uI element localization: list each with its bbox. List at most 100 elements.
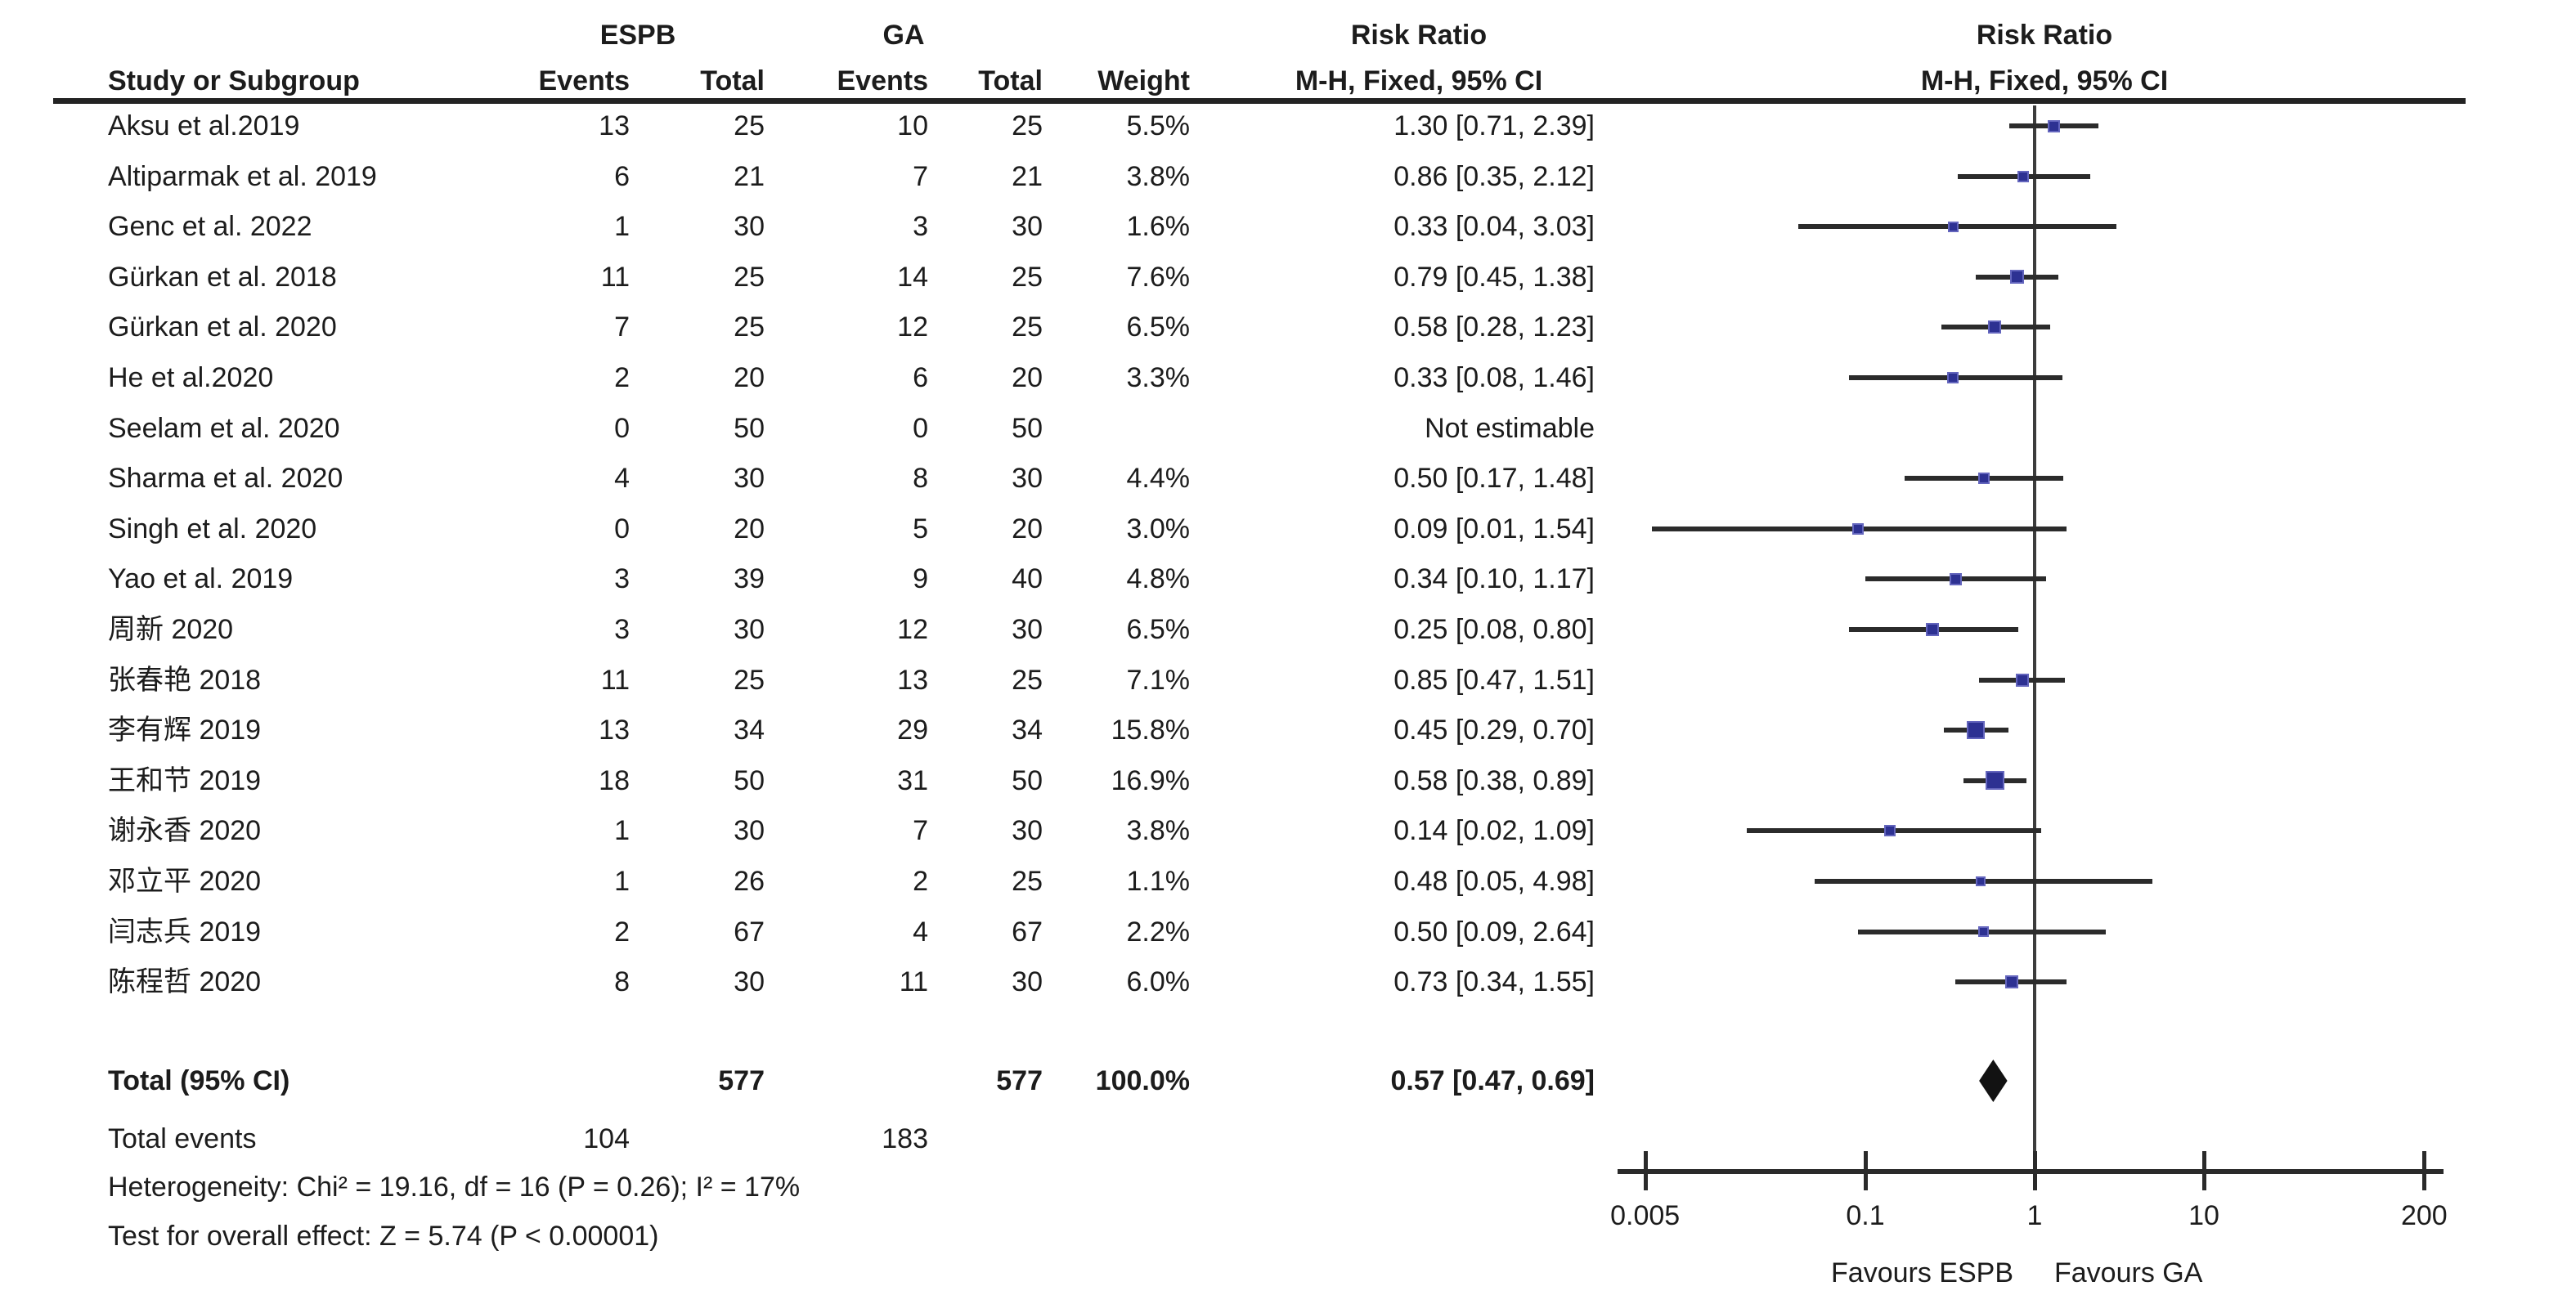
weight-column-header: Weight <box>1097 65 1190 96</box>
row-name: 周新 2020 <box>108 614 234 645</box>
total-events-ga: 183 <box>882 1123 928 1154</box>
effect-size-marker <box>2049 121 2059 131</box>
total-espb-n: 577 <box>718 1065 765 1096</box>
row-t1: 50 <box>734 764 765 796</box>
row-weight <box>1043 405 1190 452</box>
effect-size-marker <box>1949 222 1957 231</box>
axis-tick <box>2422 1151 2427 1190</box>
x-axis-line <box>1618 1169 2444 1174</box>
row-t2: 30 <box>1012 815 1043 847</box>
table-row: 周新 2020 3 30 12 30 6.5% 0.25 [0.08, 0.80] <box>0 606 2576 653</box>
row-weight: 3.3% <box>1126 362 1191 393</box>
row-rr-text: 0.09 [0.01, 1.54] <box>1393 513 1595 544</box>
table-row: Genc et al. 2022 1 30 3 30 1.6% 0.33 [0.04, 3.… <box>0 203 2576 250</box>
row-e1: 4 <box>614 463 630 495</box>
row-e1: 0 <box>614 513 630 544</box>
table-row: Gürkan et al. 2020 7 25 12 25 6.5% 0.58 [0.28,… <box>0 303 2576 351</box>
row-t1: 30 <box>734 211 765 243</box>
mh-plot-column-header: M-H, Fixed, 95% CI <box>1920 65 2169 96</box>
row-t2: 50 <box>1012 412 1043 444</box>
row-rr-text: 0.14 [0.02, 1.09] <box>1393 815 1595 847</box>
risk-ratio-text-header: Risk Ratio <box>1350 20 1488 51</box>
row-rr-text: 0.34 [0.10, 1.17] <box>1393 563 1595 595</box>
table-row: 闫志兵 2019 2 67 4 67 2.2% 0.50 [0.09, 2.64] <box>0 908 2576 956</box>
espb-total-column-header: Total <box>700 65 765 96</box>
mh-text-column-header: M-H, Fixed, 95% CI <box>1295 65 1543 96</box>
row-weight: 4.4% <box>1126 463 1191 495</box>
row-rr-text: 1.30 [0.71, 2.39] <box>1393 110 1595 141</box>
row-weight: 16.9% <box>1111 764 1190 796</box>
row-weight: 3.8% <box>1126 160 1191 192</box>
axis-tick-label: 0.1 <box>1846 1200 1885 1231</box>
table-row: Gürkan et al. 2018 11 25 14 25 7.6% 0.79 [0.45… <box>0 253 2576 301</box>
row-e1: 2 <box>614 362 630 393</box>
table-row: 王和节 2019 18 50 31 50 16.9% 0.58 [0.38, 0.89] <box>0 757 2576 804</box>
row-t1: 67 <box>734 916 765 948</box>
row-t2: 40 <box>1012 563 1043 595</box>
row-name: 陈程哲 2020 <box>108 966 262 998</box>
row-weight: 6.5% <box>1126 614 1191 645</box>
row-t1: 25 <box>734 261 765 293</box>
row-e1: 11 <box>600 664 630 696</box>
row-t1: 25 <box>734 311 765 343</box>
row-e1: 18 <box>599 764 630 796</box>
row-name: Sharma et al. 2020 <box>108 463 343 495</box>
row-t2: 34 <box>1012 715 1043 746</box>
row-e1: 0 <box>614 412 630 444</box>
row-weight: 7.1% <box>1126 664 1191 696</box>
effect-size-marker <box>2012 271 2023 283</box>
effect-size-marker <box>1950 574 1960 584</box>
table-row: Sharma et al. 2020 4 30 8 30 4.4% 0.50 [0.17, … <box>0 455 2576 502</box>
ga-events-column-header: Events <box>837 65 929 96</box>
row-rr-text: 0.33 [0.04, 3.03] <box>1393 211 1595 243</box>
table-row: Seelam et al. 2020 0 50 0 50 Not estimable <box>0 405 2576 452</box>
row-e2: 29 <box>897 715 928 746</box>
row-e2: 10 <box>897 110 928 141</box>
row-e1: 3 <box>614 614 630 645</box>
axis-tick-label: 10 <box>2188 1200 2219 1231</box>
row-e1: 11 <box>600 261 630 293</box>
row-t1: 30 <box>734 966 765 998</box>
row-e1: 3 <box>614 563 630 595</box>
row-e1: 13 <box>599 715 630 746</box>
row-e2: 12 <box>897 311 928 343</box>
table-row: Yao et al. 2019 3 39 9 40 4.8% 0.34 [0.10, 1.1… <box>0 555 2576 603</box>
effect-size-marker <box>1980 928 1988 936</box>
effect-size-marker <box>2017 674 2028 685</box>
row-e1: 1 <box>614 815 630 847</box>
row-e1: 1 <box>614 866 630 897</box>
table-row: He et al.2020 2 20 6 20 3.3% 0.33 [0.08, 1.46] <box>0 354 2576 401</box>
row-t2: 25 <box>1012 664 1043 696</box>
row-t2: 30 <box>1012 614 1043 645</box>
row-t1: 25 <box>734 664 765 696</box>
row-name: Gürkan et al. 2018 <box>108 261 337 293</box>
table-row: 邓立平 2020 1 26 2 25 1.1% 0.48 [0.05, 4.98] <box>0 858 2576 905</box>
row-t2: 20 <box>1012 362 1043 393</box>
row-t1: 20 <box>734 362 765 393</box>
row-name: Genc et al. 2022 <box>108 211 312 243</box>
row-name: 邓立平 2020 <box>108 866 262 897</box>
row-rr-text: 0.86 [0.35, 2.12] <box>1393 160 1595 192</box>
row-e1: 6 <box>614 160 630 192</box>
row-rr-text: 0.25 [0.08, 0.80] <box>1393 614 1595 645</box>
row-weight: 1.6% <box>1126 211 1191 243</box>
row-e2: 7 <box>913 160 928 192</box>
favours-right-label: Favours GA <box>2054 1257 2203 1288</box>
row-t2: 30 <box>1012 211 1043 243</box>
row-weight: 7.6% <box>1126 261 1191 293</box>
overall-effect-stats: Test for overall effect: Z = 5.74 (P < 0… <box>108 1221 659 1252</box>
row-weight: 2.2% <box>1126 916 1191 948</box>
effect-size-marker <box>1986 773 2003 789</box>
row-rr-text: 0.58 [0.38, 0.89] <box>1393 764 1595 796</box>
row-rr-text: 0.48 [0.05, 4.98] <box>1393 866 1595 897</box>
axis-tick <box>1643 1151 1648 1190</box>
axis-tick-label: 1 <box>2026 1200 2043 1231</box>
row-t1: 39 <box>734 563 765 595</box>
row-e2: 12 <box>897 614 928 645</box>
effect-size-marker <box>1990 322 2000 333</box>
row-e1: 13 <box>599 110 630 141</box>
row-rr-text: 0.33 [0.08, 1.46] <box>1393 362 1595 393</box>
table-row: Singh et al. 2020 0 20 5 20 3.0% 0.09 [0.01, 1… <box>0 505 2576 553</box>
row-e2: 13 <box>897 664 928 696</box>
